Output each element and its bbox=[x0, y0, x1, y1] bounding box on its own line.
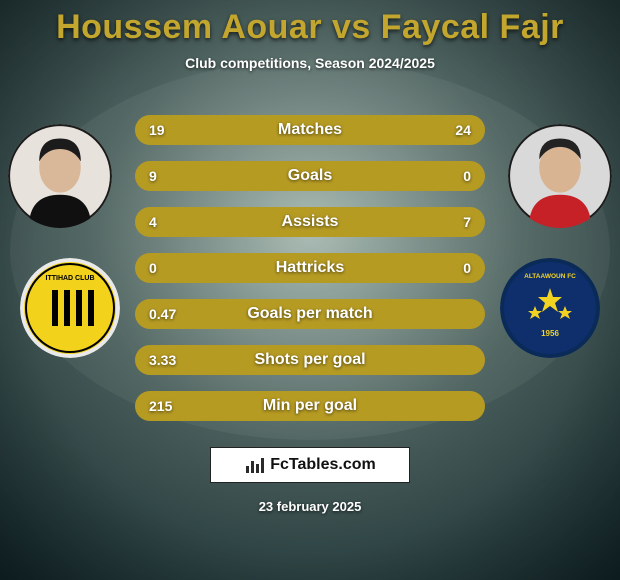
stat-row-hattricks: 0 Hattricks 0 bbox=[135, 253, 485, 283]
player-portrait-icon bbox=[508, 124, 612, 228]
stat-right-value: 24 bbox=[415, 122, 485, 138]
stat-row-shots-per-goal: 3.33 Shots per goal bbox=[135, 345, 485, 375]
svg-text:1956: 1956 bbox=[541, 329, 559, 338]
stat-right-value: 7 bbox=[415, 214, 485, 230]
stat-left-value: 9 bbox=[135, 168, 205, 184]
brand-box: FcTables.com bbox=[210, 447, 410, 483]
player-portrait-icon bbox=[8, 124, 112, 228]
brand-text: FcTables.com bbox=[270, 456, 376, 474]
player-avatar-right bbox=[508, 124, 612, 228]
stat-left-value: 0.47 bbox=[135, 306, 205, 322]
stat-left-value: 4 bbox=[135, 214, 205, 230]
bar-chart-icon bbox=[244, 455, 264, 475]
stat-right-value: 0 bbox=[415, 260, 485, 276]
svg-text:ALTAAWOUN FC: ALTAAWOUN FC bbox=[524, 273, 576, 280]
club-crest-icon: ALTAAWOUN FC 1956 bbox=[500, 258, 600, 358]
stat-row-min-per-goal: 215 Min per goal bbox=[135, 391, 485, 421]
stat-row-matches: 19 Matches 24 bbox=[135, 115, 485, 145]
stat-left-value: 215 bbox=[135, 398, 205, 414]
stats-table: 19 Matches 24 9 Goals 0 4 Assists 7 0 Ha… bbox=[135, 115, 485, 421]
club-badge-right: ALTAAWOUN FC 1956 bbox=[500, 258, 600, 358]
stat-row-goals-per-match: 0.47 Goals per match bbox=[135, 299, 485, 329]
club-badge-left: ITTIHAD CLUB bbox=[20, 258, 120, 358]
stat-right-value: 0 bbox=[415, 168, 485, 184]
stat-left-value: 19 bbox=[135, 122, 205, 138]
subtitle: Club competitions, Season 2024/2025 bbox=[185, 55, 435, 71]
stat-row-assists: 4 Assists 7 bbox=[135, 207, 485, 237]
stat-row-goals: 9 Goals 0 bbox=[135, 161, 485, 191]
player-avatar-left bbox=[8, 124, 112, 228]
comparison-date: 23 february 2025 bbox=[259, 499, 362, 514]
svg-text:ITTIHAD CLUB: ITTIHAD CLUB bbox=[46, 275, 95, 282]
club-crest-icon: ITTIHAD CLUB bbox=[20, 258, 120, 358]
page-title: Houssem Aouar vs Faycal Fajr bbox=[56, 8, 564, 47]
stat-left-value: 3.33 bbox=[135, 352, 205, 368]
stat-left-value: 0 bbox=[135, 260, 205, 276]
